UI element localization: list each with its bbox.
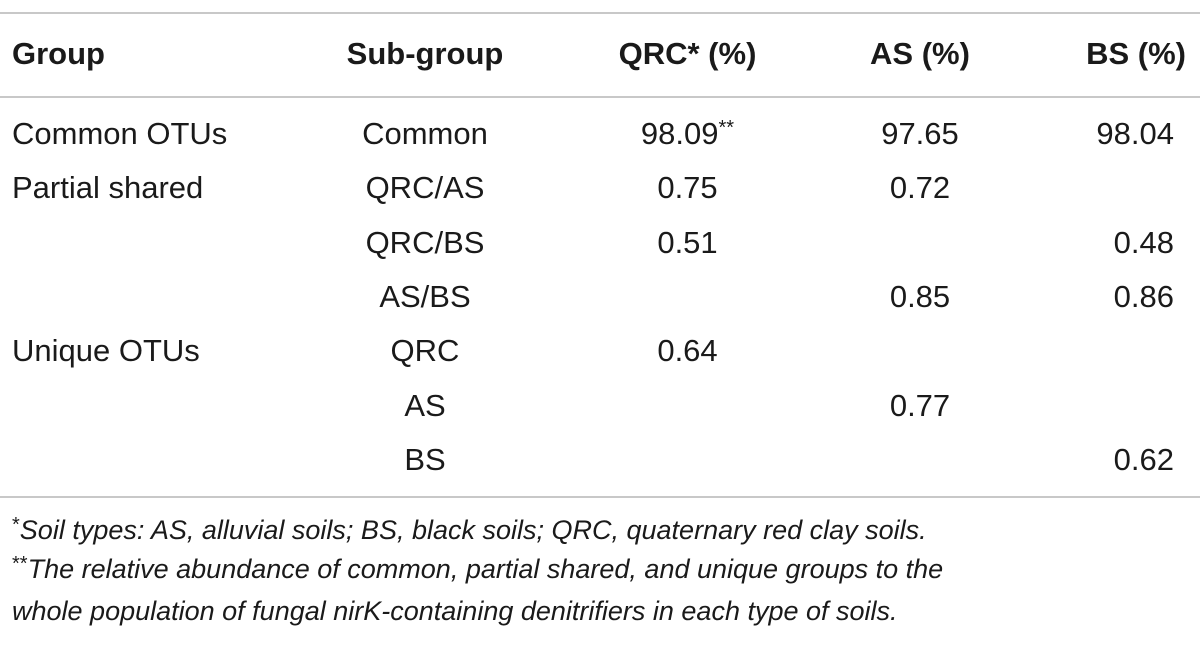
footnote-symbol: ** [12,553,28,575]
cell-bs-value: 0.62 [1113,442,1174,477]
cell-subgroup: AS/BS [320,277,530,317]
cell-as-value: 0.77 [889,388,951,423]
cell-subgroup-value: QRC/BS [365,225,485,260]
cell-bs-value: 98.04 [1096,116,1174,151]
cell-subgroup: QRC/AS [320,168,530,208]
header-qrc: QRC* (%) [580,34,795,74]
cell-qrc: 0.64 [580,331,795,371]
cell-subgroup: BS [320,440,530,480]
table-top-rule [0,12,1200,14]
cell-subgroup-value: AS [404,388,446,423]
cell-bs-value: 0.48 [1113,225,1174,260]
header-subgroup: Sub-group [346,36,504,71]
cell-subgroup-value: BS [404,442,446,477]
cell-subgroup-value: Common [362,116,488,151]
footnote-relative-abundance-continued: whole population of fungal nirK-containi… [12,596,898,626]
header-bs: BS (%) [1086,36,1186,71]
cell-as: 97.65 [830,114,1010,154]
cell-bs: 0.62 [1000,440,1174,480]
cell-subgroup-value: AS/BS [379,279,471,314]
footnote-relative-abundance: **The relative abundance of common, part… [12,551,943,587]
cell-as-value: 0.72 [889,170,951,205]
cell-group: Unique OTUs [12,331,200,371]
table-bottom-rule [0,496,1200,498]
footnote-text: Soil types: AS, alluvial soils; BS, blac… [19,515,927,545]
header-group: Group [12,36,105,71]
cell-qrc: 0.51 [580,223,795,263]
cell-subgroup: AS [320,386,530,426]
cell-as: 0.77 [830,386,1010,426]
cell-qrc: 98.09** [580,114,795,154]
cell-bs: 0.48 [1000,223,1174,263]
header-qrc-label: QRC [618,36,688,71]
cell-subgroup: QRC/BS [320,223,530,263]
cell-as: 0.72 [830,168,1010,208]
cell-qrc-value: 0.75 [657,170,718,205]
cell-qrc-value: 0.64 [657,333,718,368]
cell-bs: 0.86 [1000,277,1174,317]
cell-bs-value: 0.86 [1113,279,1174,314]
cell-subgroup-value: QRC/AS [365,170,485,205]
cell-group: Common OTUs [12,114,227,154]
header-qrc-footnote-mark: * [687,36,700,71]
cell-group-value: Unique OTUs [12,333,200,368]
cell-as: 0.85 [830,277,1010,317]
cell-qrc: 0.75 [580,168,795,208]
footnote-mark: ** [718,117,735,139]
cell-group-value: Partial shared [12,170,204,205]
footnote-symbol: * [12,514,20,536]
cell-bs: 98.04 [1000,114,1174,154]
footnote-soil-types: *Soil types: AS, alluvial soils; BS, bla… [12,512,927,548]
cell-group: Partial shared [12,168,203,208]
cell-as-value: 97.65 [881,116,959,151]
cell-as-value: 0.85 [889,279,951,314]
header-qrc-unit: (%) [699,36,757,71]
header-rule [0,96,1200,98]
cell-group-value: Common OTUs [12,116,228,151]
cell-subgroup: Common [320,114,530,154]
footnote-text: The relative abundance of common, partia… [27,554,944,584]
cell-subgroup: QRC [320,331,530,371]
header-as: AS (%) [870,36,970,71]
cell-subgroup-value: QRC [390,333,460,368]
cell-qrc-value: 0.51 [657,225,718,260]
cell-qrc-value: 98.09 [640,116,719,151]
